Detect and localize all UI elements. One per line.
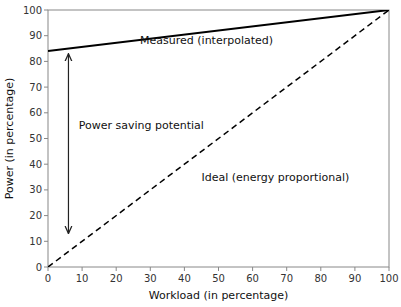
series-line [48,10,389,267]
annotation: Measured (interpolated) [140,34,273,47]
y-tick [44,267,48,268]
x-tick-label: 10 [76,273,89,284]
x-tick-label: 0 [45,273,51,284]
y-tick [44,138,48,139]
y-tick-label: 10 [29,236,42,247]
y-tick [44,87,48,88]
annotation: Power saving potential [79,119,204,132]
y-tick [44,189,48,190]
x-tick-label: 60 [246,273,259,284]
x-tick [82,267,83,271]
x-tick [116,267,117,271]
plot-frame [48,10,389,267]
x-tick-label: 70 [280,273,293,284]
x-axis-label: Workload (in percentage) [149,289,289,302]
y-tick [44,164,48,165]
x-tick [389,267,390,271]
annotation: Ideal (energy proportional) [201,171,349,184]
y-tick-label: 80 [29,56,42,67]
y-tick-label: 70 [29,82,42,93]
y-axis-label: Power (in percentage) [3,78,16,199]
y-tick-label: 90 [29,30,42,41]
y-tick [44,241,48,242]
y-tick [44,61,48,62]
x-tick [218,267,219,271]
chart: 0 10 20 30 40 50 60 70 80 90 100 0 10 20 30 40 50 60 70 80 9… [0,0,401,307]
y-tick [44,10,48,11]
x-tick [48,267,49,271]
x-tick [252,267,253,271]
x-tick-label: 50 [212,273,225,284]
x-tick [320,267,321,271]
y-tick-label: 20 [29,210,42,221]
x-tick [286,267,287,271]
annotation-arrow [68,54,69,234]
series-line [48,10,389,51]
y-tick [44,112,48,113]
y-tick [44,35,48,36]
x-tick-label: 90 [349,273,362,284]
y-tick-label: 0 [36,262,42,273]
x-tick [150,267,151,271]
y-tick-label: 100 [23,5,42,16]
y-tick-label: 30 [29,184,42,195]
x-tick [184,267,185,271]
plot-area [48,10,389,267]
x-tick [354,267,355,271]
x-tick-label: 30 [144,273,157,284]
x-tick-label: 20 [110,273,123,284]
x-tick-label: 80 [314,273,327,284]
y-tick-label: 50 [29,133,42,144]
x-tick-label: 100 [379,273,398,284]
y-tick-label: 40 [29,159,42,170]
y-tick [44,215,48,216]
y-tick-label: 60 [29,107,42,118]
x-tick-label: 40 [178,273,191,284]
